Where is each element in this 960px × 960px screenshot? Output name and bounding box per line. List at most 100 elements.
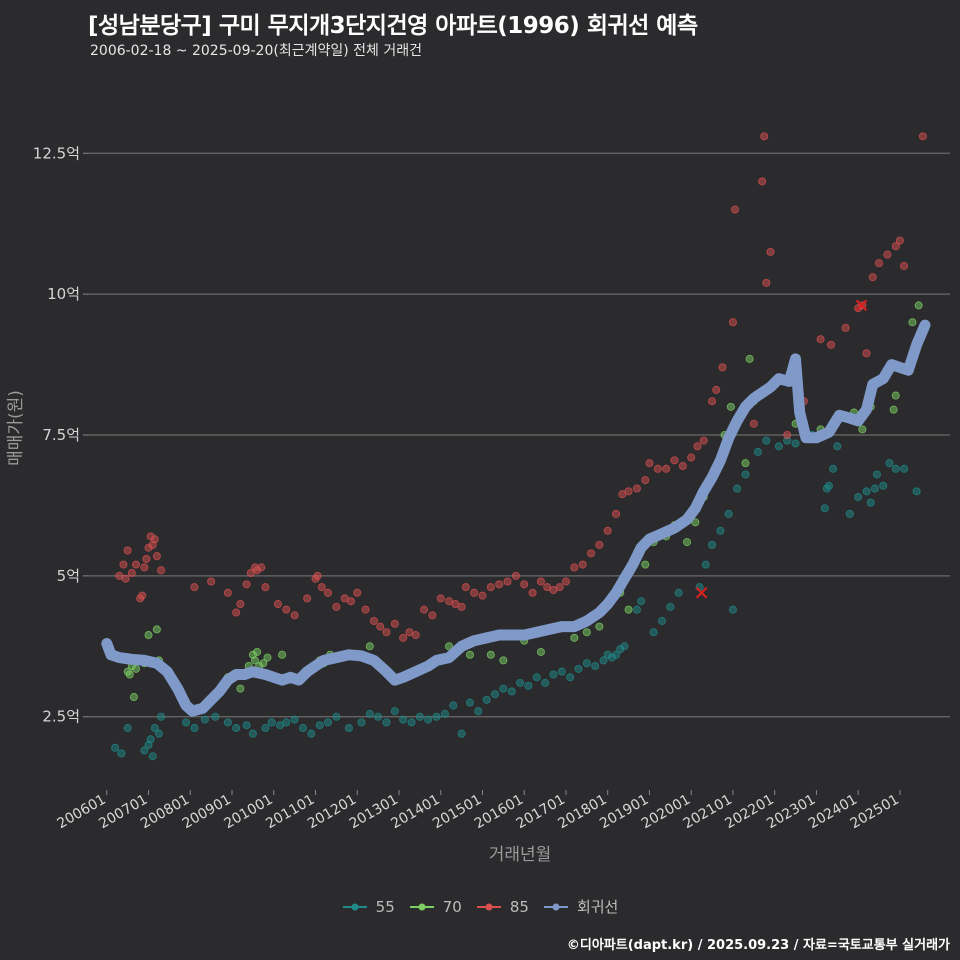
point-85-17	[207, 577, 216, 586]
point-85-32	[313, 571, 322, 580]
point-70-56	[908, 318, 917, 327]
point-85-86	[712, 385, 721, 394]
point-85-55	[478, 591, 487, 600]
point-55-69	[674, 588, 683, 597]
y-tick-label-3: 10억	[47, 285, 80, 303]
point-85-29	[290, 611, 299, 620]
point-55-15	[232, 724, 241, 733]
point-55-93	[879, 481, 888, 490]
point-85-83	[693, 442, 702, 451]
legend-item-3: 회귀선	[543, 896, 618, 917]
legend: 55 70 85 회귀선	[0, 896, 960, 917]
point-85-99	[841, 323, 850, 332]
point-55-64	[632, 605, 641, 614]
point-70-44	[726, 402, 735, 411]
legend-label-0: 55	[375, 897, 395, 916]
point-55-56	[582, 659, 591, 668]
point-85-34	[324, 588, 333, 597]
point-70-45	[741, 459, 750, 468]
point-85-42	[382, 628, 391, 637]
point-55-87	[833, 442, 842, 451]
point-85-49	[436, 594, 445, 603]
point-55-58	[599, 656, 608, 665]
point-85-87	[718, 363, 727, 372]
point-85-62	[536, 577, 545, 586]
point-85-9	[142, 554, 151, 563]
point-85-68	[578, 560, 587, 569]
point-85-103	[875, 259, 884, 268]
point-55-31	[374, 712, 383, 721]
point-85-52	[457, 602, 466, 611]
point-85-4	[127, 569, 136, 578]
point-85-37	[346, 597, 355, 606]
point-85-89	[731, 205, 740, 214]
point-85-28	[282, 605, 291, 614]
point-55-88	[845, 509, 854, 518]
y-tick-label-1: 5억	[57, 567, 80, 585]
point-70-39	[683, 538, 692, 547]
legend-label-2: 85	[509, 897, 529, 916]
point-70-3	[129, 693, 138, 702]
point-55-34	[399, 715, 408, 724]
x-marker-0	[695, 587, 708, 599]
point-85-20	[236, 600, 245, 609]
point-55-6	[148, 752, 157, 761]
point-70-25	[465, 650, 474, 659]
point-85-33	[317, 583, 326, 592]
point-85-90	[749, 419, 758, 428]
point-55-28	[344, 724, 353, 733]
point-70-46	[745, 354, 754, 363]
point-85-97	[816, 335, 825, 344]
point-85-18	[223, 588, 232, 597]
point-85-26	[261, 583, 270, 592]
point-55-18	[261, 724, 270, 733]
point-85-108	[918, 132, 927, 141]
point-85-67	[570, 563, 579, 572]
point-55-36	[415, 712, 424, 721]
point-55-14	[223, 718, 232, 727]
point-85-74	[624, 487, 633, 496]
point-55-29	[357, 718, 366, 727]
point-55-41	[457, 729, 466, 738]
point-85-75	[632, 484, 641, 493]
point-70-51	[858, 425, 867, 434]
point-55-48	[516, 678, 525, 687]
point-55-72	[708, 540, 717, 549]
point-55-42	[465, 698, 474, 707]
point-55-16	[242, 721, 251, 730]
point-55-30	[365, 709, 374, 718]
point-55-7	[150, 724, 159, 733]
legend-key-1	[409, 903, 434, 910]
point-55-79	[762, 436, 771, 445]
point-55-54	[566, 673, 575, 682]
point-55-32	[382, 718, 391, 727]
point-55-8	[154, 729, 163, 738]
point-70-35	[641, 560, 650, 569]
point-85-65	[555, 583, 564, 592]
point-85-25	[257, 563, 266, 572]
point-55-90	[862, 487, 871, 496]
point-55-76	[733, 484, 742, 493]
point-55-97	[912, 487, 921, 496]
point-85-53	[461, 583, 470, 592]
point-85-76	[641, 476, 650, 485]
point-85-78	[653, 464, 662, 473]
point-85-101	[862, 349, 871, 358]
point-55-57	[591, 662, 600, 671]
point-70-54	[891, 391, 900, 400]
point-55-96	[900, 464, 909, 473]
point-55-37	[424, 715, 433, 724]
point-85-41	[376, 622, 385, 631]
legend-key-0	[342, 903, 367, 910]
point-55-91	[866, 498, 875, 507]
point-70-23	[365, 642, 374, 651]
point-55-71	[701, 560, 710, 569]
point-85-70	[595, 540, 604, 549]
point-85-38	[353, 588, 362, 597]
legend-key-3	[543, 903, 568, 910]
point-85-39	[361, 605, 370, 614]
scatter-points	[111, 132, 927, 761]
point-85-27	[273, 600, 282, 609]
point-70-32	[595, 622, 604, 631]
point-55-27	[332, 712, 341, 721]
